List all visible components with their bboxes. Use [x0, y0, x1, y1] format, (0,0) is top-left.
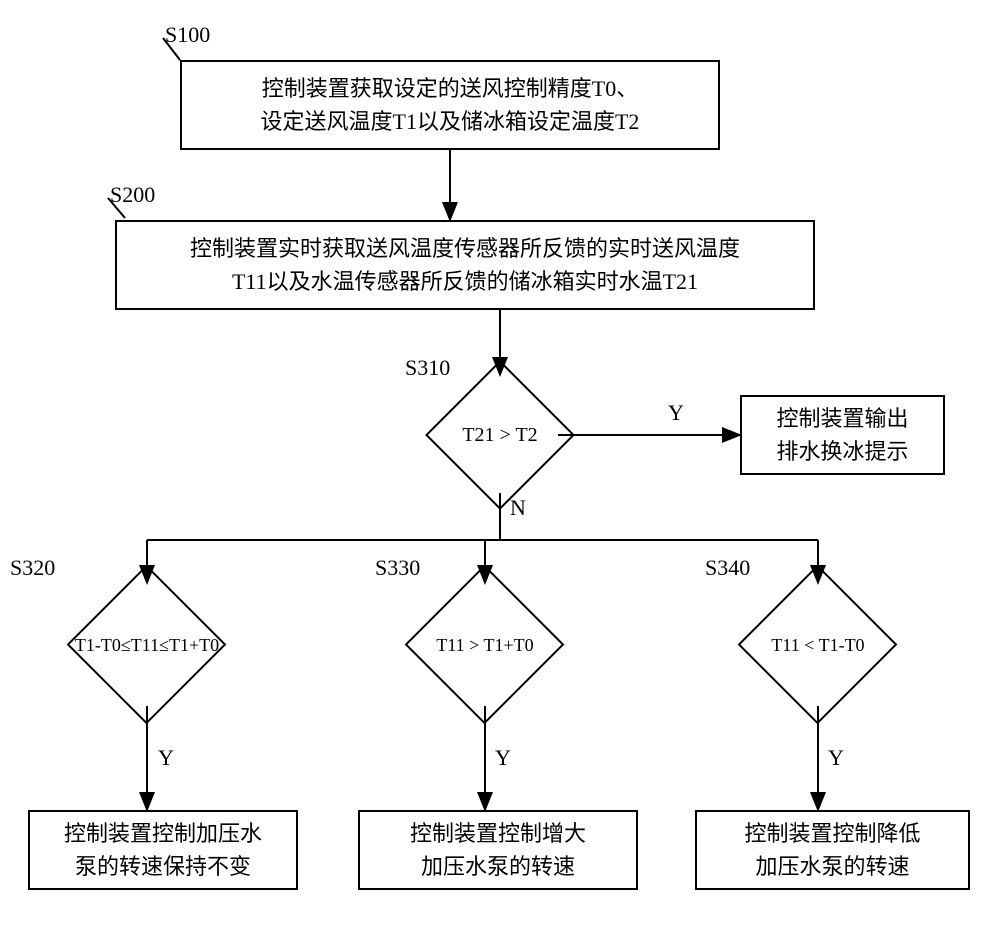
- result-s320-text: 控制装置控制加压水泵的转速保持不变: [64, 817, 262, 883]
- decision-s310-text: T21 > T2: [462, 424, 537, 447]
- step-s100-text: 控制装置获取设定的送风控制精度T0、设定送风温度T1以及储冰箱设定温度T2: [261, 72, 640, 138]
- decision-s310-text-wrap: T21 > T2: [425, 420, 575, 450]
- decision-s320-text: T1-T0≤T11≤T1+T0: [75, 635, 219, 656]
- result-s330-text: 控制装置控制增大加压水泵的转速: [410, 817, 586, 883]
- decision-s340-text-wrap: T11 < T1-T0: [738, 632, 898, 658]
- flowchart-container: 控制装置获取设定的送风控制精度T0、设定送风温度T1以及储冰箱设定温度T2 控制…: [0, 0, 1000, 925]
- decision-s330-text: T11 > T1+T0: [436, 635, 533, 656]
- label-s330: S330: [375, 555, 420, 581]
- decision-s340-text: T11 < T1-T0: [771, 635, 864, 656]
- edge-s310-y: Y: [668, 400, 684, 426]
- edge-s340-y: Y: [828, 745, 844, 771]
- label-s100: S100: [165, 22, 210, 48]
- edge-s320-y: Y: [158, 745, 174, 771]
- label-s320: S320: [10, 555, 55, 581]
- alert-box-text: 控制装置输出排水换冰提示: [776, 402, 908, 468]
- label-s340: S340: [705, 555, 750, 581]
- edge-s310-n: N: [510, 495, 526, 521]
- label-s200: S200: [110, 182, 155, 208]
- edge-s330-y: Y: [495, 745, 511, 771]
- decision-s320-text-wrap: T1-T0≤T11≤T1+T0: [52, 632, 242, 658]
- step-s200: 控制装置实时获取送风温度传感器所反馈的实时送风温度T11以及水温传感器所反馈的储…: [115, 220, 815, 310]
- decision-s330-text-wrap: T11 > T1+T0: [405, 632, 565, 658]
- result-s340: 控制装置控制降低加压水泵的转速: [695, 810, 970, 890]
- step-s100: 控制装置获取设定的送风控制精度T0、设定送风温度T1以及储冰箱设定温度T2: [180, 60, 720, 150]
- result-s320: 控制装置控制加压水泵的转速保持不变: [28, 810, 298, 890]
- alert-box: 控制装置输出排水换冰提示: [740, 395, 945, 475]
- label-s310: S310: [405, 355, 450, 381]
- step-s200-text: 控制装置实时获取送风温度传感器所反馈的实时送风温度T11以及水温传感器所反馈的储…: [190, 232, 740, 298]
- result-s330: 控制装置控制增大加压水泵的转速: [358, 810, 638, 890]
- result-s340-text: 控制装置控制降低加压水泵的转速: [744, 817, 920, 883]
